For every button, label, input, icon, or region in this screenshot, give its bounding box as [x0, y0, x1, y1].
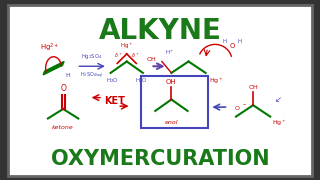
Text: $\delta^+$: $\delta^+$: [114, 51, 123, 60]
Text: Hg$^{2+}$: Hg$^{2+}$: [40, 42, 60, 54]
Bar: [141, 76, 207, 128]
Text: OH: OH: [166, 79, 177, 85]
Text: Hg$^+$: Hg$^+$: [272, 118, 287, 128]
Text: Hg$^+$: Hg$^+$: [209, 76, 224, 86]
Text: H: H: [65, 73, 70, 78]
Text: $\delta^+$: $\delta^+$: [131, 51, 140, 60]
Text: ketone: ketone: [52, 125, 74, 130]
Text: Hg$^+$: Hg$^+$: [120, 41, 133, 51]
Text: KET: KET: [104, 96, 125, 106]
Text: H: H: [222, 39, 227, 44]
Text: OH: OH: [248, 85, 258, 90]
Text: $^-$: $^-$: [242, 103, 247, 108]
Text: OXYMERCURATION: OXYMERCURATION: [51, 149, 269, 169]
Text: ALKYNE: ALKYNE: [99, 17, 221, 45]
Text: enol: enol: [165, 120, 178, 125]
Text: Hg$_2$SO$_4$: Hg$_2$SO$_4$: [81, 53, 102, 62]
Text: H$_2$O: H$_2$O: [106, 76, 119, 85]
Text: H$_2$SO$_4$$_{(aq)}$: H$_2$SO$_4$$_{(aq)}$: [80, 71, 104, 81]
Text: H$_2$O: H$_2$O: [135, 76, 147, 85]
Text: O: O: [229, 43, 235, 49]
Text: H: H: [238, 39, 242, 44]
Text: O: O: [235, 107, 240, 111]
Text: $\swarrow$: $\swarrow$: [273, 95, 283, 104]
Text: O: O: [60, 84, 66, 93]
Text: OH: OH: [147, 57, 156, 62]
Text: H$^+$: H$^+$: [164, 48, 174, 57]
